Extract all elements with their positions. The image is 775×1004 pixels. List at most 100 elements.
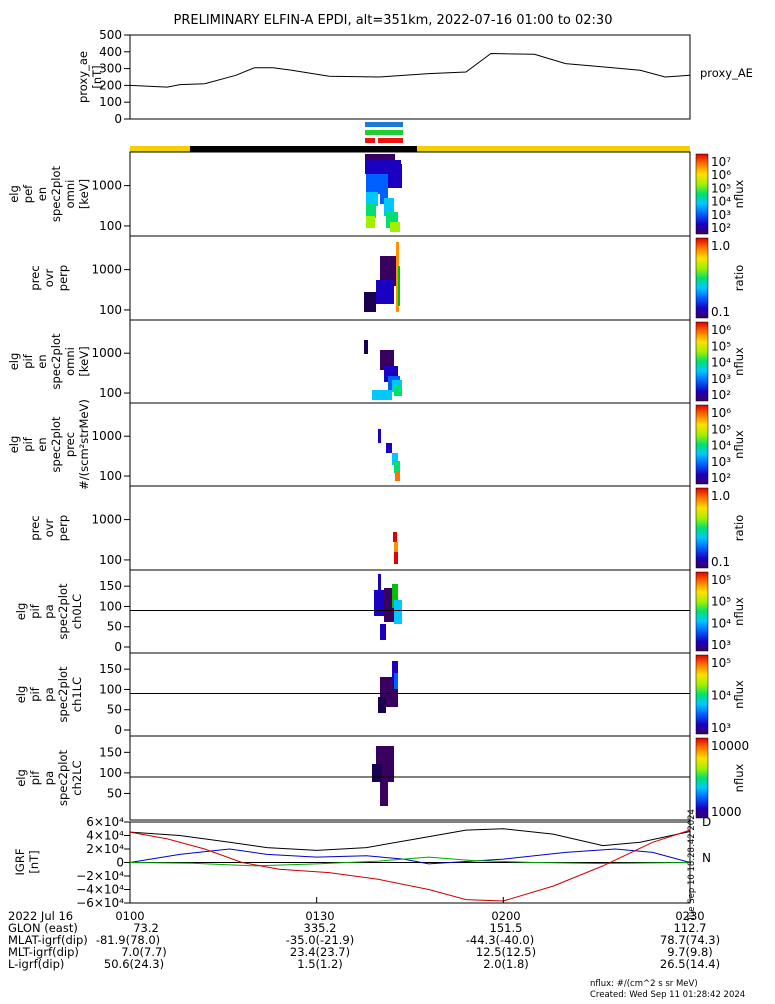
colorbar	[695, 321, 709, 402]
panel-ylabel: pif	[21, 353, 35, 368]
footer-l-2: 2.0(1.8)	[483, 957, 529, 971]
spec-mark	[380, 256, 396, 286]
colorbar	[695, 571, 709, 652]
panel-ytick-label: 100	[99, 553, 122, 567]
chart-title: PRELIMINARY ELFIN-A EPDI, alt=351km, 202…	[174, 13, 613, 28]
colorbar-tick-label: 10⁴	[711, 195, 731, 209]
panel-ylabel: prec	[63, 432, 77, 457]
footer-time-0230: 0230	[675, 909, 704, 923]
panel-frame	[129, 735, 691, 821]
proxy-ae-panel: 0 100 200 300 400 500 proxy_ae [nT] proxy_AE	[76, 28, 753, 126]
igrf-blue-line	[129, 848, 691, 865]
colorbar-label: ratio	[732, 515, 746, 542]
side-timestamp: Tue Sep 10 18:28:42 2024	[687, 809, 697, 922]
spec-mark	[396, 242, 399, 312]
colorbar-tick-label: 10³	[711, 638, 731, 652]
spec-mark	[388, 164, 402, 188]
panel-ytick-label: 150	[99, 579, 122, 593]
colorbar-tick-label: 10⁵	[711, 573, 731, 587]
colorbar-tick-label: 10⁴	[711, 689, 731, 703]
spec-mark	[364, 340, 368, 354]
footer-mlt-0: 7.0(7.7)	[121, 945, 167, 959]
colorbar-tick-label: 10⁴	[711, 439, 731, 453]
panel-ylabel: prec	[28, 515, 42, 540]
spec-mark	[392, 584, 398, 608]
panel-ytick-label: 1000	[91, 263, 122, 277]
igrf-ytick-label: 4×10⁴	[86, 829, 124, 843]
spec-mark	[390, 222, 400, 232]
panel-ylabel: prec	[28, 265, 42, 290]
colorbar	[695, 487, 709, 569]
panel-ylabel: pif	[28, 686, 42, 701]
proxy-ae-right-label: proxy_AE	[700, 66, 753, 80]
colorbar-tick-label: 10⁵	[711, 339, 731, 353]
panel-ylabel: spec2plot	[49, 333, 63, 390]
footer-glon-1: 335.2	[304, 921, 337, 935]
proxy-ae-ytick-label: 0	[114, 112, 122, 126]
colorbar	[695, 404, 709, 485]
colorbar-label: nflux	[732, 347, 746, 376]
panel-frame	[129, 485, 691, 571]
colorbar-tick-label: 0.1	[711, 555, 730, 569]
colorbar-tick-label: 10⁶	[711, 323, 731, 337]
colorbar-label: nflux	[732, 763, 746, 792]
colorbar-tick-label: 10⁴	[711, 616, 731, 630]
panel-ytick-label: 1000	[91, 179, 122, 193]
colorbar	[695, 654, 709, 735]
panel-ylabel: elg	[7, 353, 21, 371]
panel-ytick-label: 1000	[91, 429, 122, 443]
footer-mlat-label: MLAT-igrf(dip)	[8, 933, 88, 947]
colorbar-tick-label: 10³	[711, 455, 731, 469]
igrf-black-line	[129, 828, 691, 851]
footer-time-0130: 0130	[305, 909, 334, 923]
indicator-blue	[365, 122, 403, 127]
panel-ytick-label: 100	[99, 682, 122, 696]
panel-ytick-label: 100	[99, 219, 122, 233]
panel-ytick-label: 1000	[91, 346, 122, 360]
footer-glon-3: 112.7	[674, 921, 707, 935]
igrf-ytick-label: −6×10⁴	[76, 896, 124, 910]
colorbar-tick-label: 1000	[711, 805, 742, 819]
colorbar-tick-label: 10³	[711, 208, 731, 222]
proxy-ae-line	[129, 52, 691, 88]
panel-ytick-label: 150	[99, 662, 122, 676]
panel-ylabel: #/(scm²strMeV)	[77, 399, 91, 490]
panel-ytick-label: 100	[99, 303, 122, 317]
colorbar-tick-label: 10²	[711, 471, 731, 485]
spec-mark	[378, 429, 381, 443]
panel-ylabel: elg	[7, 185, 21, 203]
spec-mark	[376, 280, 394, 304]
proxy-ae-ylabel: proxy_ae	[76, 51, 90, 103]
igrf-ylabel: IGRF	[13, 849, 27, 876]
panel-ylabel: pif	[28, 770, 42, 785]
colorbar-tick-label: 10⁶	[711, 406, 731, 420]
colorbar-tick-label: 10⁶	[711, 168, 731, 182]
panel-ylabel: pef	[21, 184, 35, 203]
colorbar	[695, 237, 709, 319]
igrf-ytick-label: −2×10⁴	[76, 869, 124, 883]
indicator-red-a	[365, 138, 375, 143]
panel-ylabel: ch0LC	[70, 594, 84, 629]
spec-mark	[378, 697, 386, 713]
colorbar-tick-label: 10⁴	[711, 356, 731, 370]
colorbar-tick-label: 10²	[711, 221, 731, 235]
spec-mark	[394, 386, 402, 396]
proxy-ae-ytick-label: 100	[99, 95, 122, 109]
panel-frame	[129, 402, 691, 487]
panel-ytick-label: 100	[99, 469, 122, 483]
panel-ytick-label: 0	[114, 640, 122, 654]
panel-frame	[129, 151, 691, 237]
proxy-ae-yunit: [nT]	[90, 65, 104, 88]
igrf-green-line	[129, 856, 691, 867]
footer-mlt-2: 12.5(12.5)	[476, 945, 536, 959]
panel-ylabel: ovr	[42, 518, 56, 537]
spec-mark	[366, 174, 380, 194]
panel-ylabel: elg	[14, 686, 28, 704]
panel-ylabel: pa	[42, 687, 56, 701]
panel-ylabel: omni	[63, 347, 77, 376]
spec-mark	[366, 204, 376, 218]
igrf-ytick-label: 0	[116, 856, 124, 870]
colorbar	[695, 153, 709, 235]
